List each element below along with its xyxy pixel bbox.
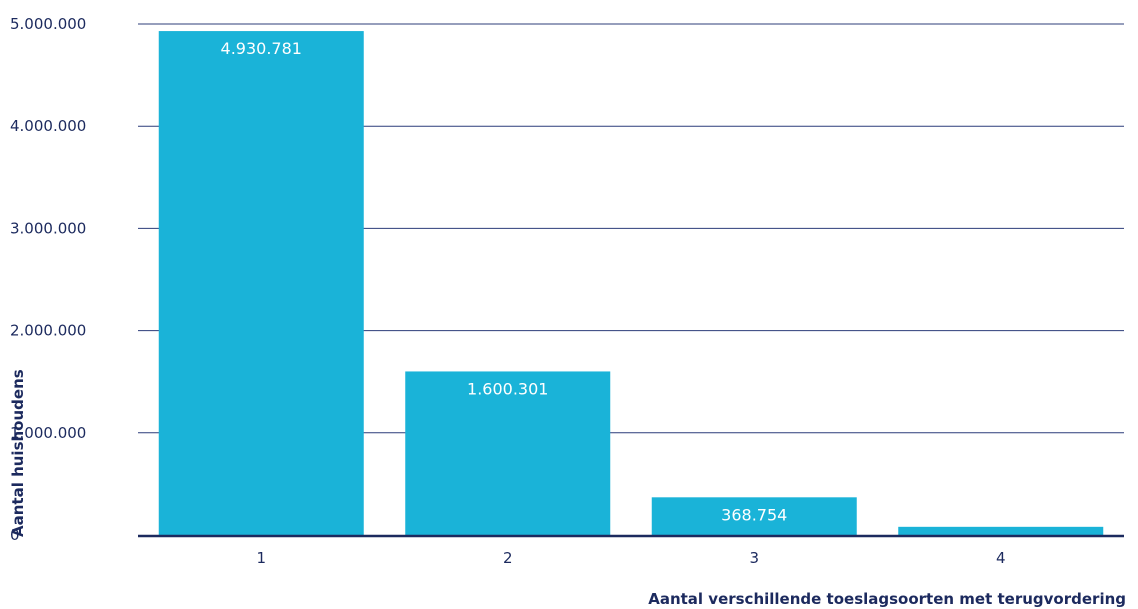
- bar: [405, 371, 611, 535]
- x-tick-label: 2: [503, 549, 513, 567]
- y-axis-title: Aantal huishoudens: [9, 369, 27, 537]
- bar: [651, 497, 857, 535]
- bar-value-labels: 4.930.781 1.600.301 368.754: [221, 39, 788, 524]
- y-tick-label: 5.000.000: [10, 15, 86, 33]
- bar-value-label: 368.754: [721, 505, 787, 524]
- y-tick-label: 4.000.000: [10, 117, 86, 135]
- y-tick-label: 3.000.000: [10, 219, 86, 237]
- bar-value-label: 4.930.781: [221, 39, 302, 58]
- x-axis-tick-labels: 1 2 3 4: [256, 549, 1005, 567]
- x-tick-label: 4: [996, 549, 1006, 567]
- bars: [158, 31, 1104, 535]
- bar-value-label: 1.600.301: [467, 379, 548, 398]
- x-tick-label: 1: [256, 549, 266, 567]
- y-tick-label: 1.000.000: [10, 424, 86, 442]
- bar: [898, 526, 1104, 535]
- y-axis-tick-labels: 0 1.000.000 2.000.000 3.000.000 4.000.000 5.0…: [10, 15, 86, 544]
- y-tick-label: 0: [10, 526, 20, 544]
- x-tick-label: 3: [749, 549, 759, 567]
- y-tick-label: 2.000.000: [10, 322, 86, 340]
- x-axis-title: Aantal verschillende toeslagsoorten met …: [648, 590, 1126, 608]
- bar: [158, 31, 364, 535]
